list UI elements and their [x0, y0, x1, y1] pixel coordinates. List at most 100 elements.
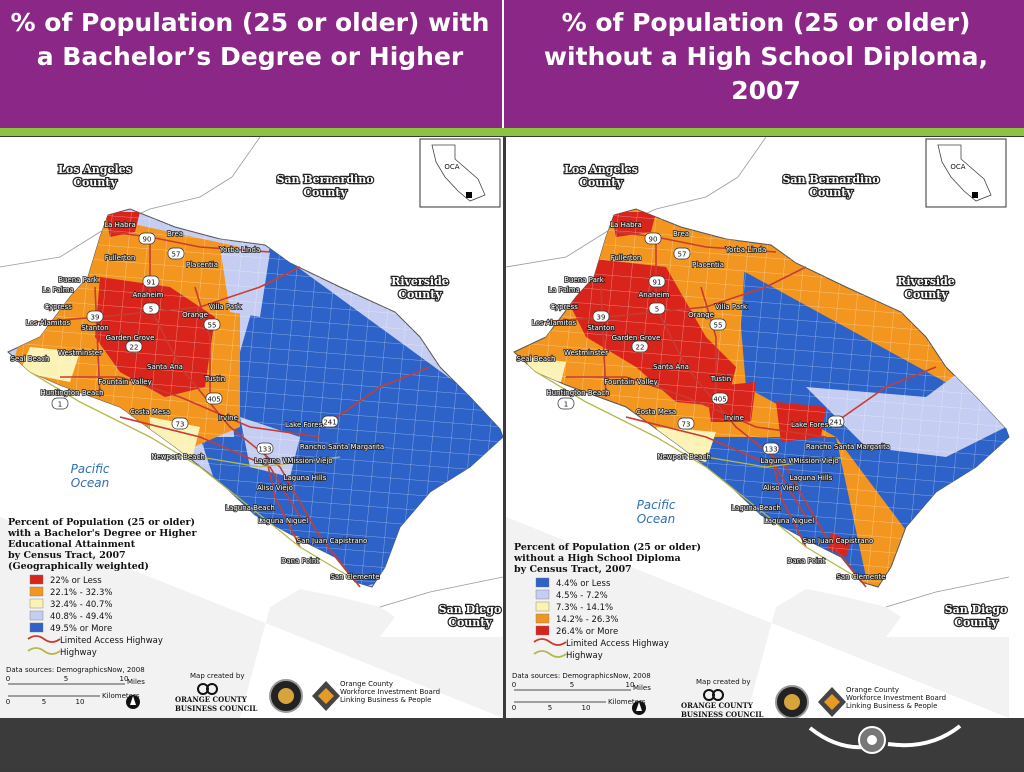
left-map-panel: La Habra Brea Fullerton Yorba Linda Placenti… — [0, 137, 503, 718]
scale-unit-label: Miles — [127, 678, 145, 686]
city-label: Costa Mesa — [130, 408, 170, 416]
legend-item: Highway — [566, 651, 603, 661]
scale-unit-label: Miles — [633, 684, 651, 692]
inset-label: OCA — [444, 163, 459, 171]
route-shield-90: 90 — [138, 232, 156, 245]
county-label-la: County — [579, 176, 623, 189]
route-shield-133: 133 — [762, 442, 780, 455]
scale-tick: 10 — [626, 681, 635, 689]
city-label: Fullerton — [611, 254, 642, 262]
california-outline — [431, 144, 486, 202]
legend-title: without a High School Diploma — [513, 553, 681, 564]
route-shield-133: 133 — [256, 442, 274, 455]
city-label: Los Alamitos — [26, 319, 71, 327]
city-label: Fullerton — [105, 254, 136, 262]
city-label: Laguna Beach — [225, 504, 275, 512]
county-label-riv: County — [398, 288, 442, 301]
county-boundary — [885, 576, 1010, 608]
route-number: 241 — [829, 419, 842, 427]
california-inset-map: OCA — [419, 138, 501, 208]
route-shield-5: 5 — [648, 302, 666, 315]
wib-name: Linking Business & People — [340, 696, 431, 704]
route-number: 73 — [176, 421, 185, 429]
limited-access-highway — [615, 231, 777, 253]
scale-tick: 0 — [6, 675, 10, 683]
city-label: Orange — [688, 311, 714, 319]
city-label: Villa Park — [209, 303, 242, 311]
city-label: San Juan Capistrano — [803, 537, 874, 545]
scale-tick: 5 — [42, 698, 46, 706]
legend-item: 4.5% - 7.2% — [556, 591, 608, 601]
ocean-label: Pacific — [71, 462, 110, 476]
limited-access-highway — [60, 376, 321, 438]
scale-unit-label: Kilometers — [102, 692, 140, 700]
legend-item: 7.3% - 14.1% — [556, 603, 613, 613]
county-label-sd: San Diego — [945, 603, 1008, 616]
city-label: Newport Beach — [151, 453, 205, 461]
legend-title: Percent of Population (25 or older) — [8, 517, 195, 528]
route-number: 133 — [258, 446, 271, 454]
city-label: Cypress — [44, 303, 72, 311]
route-number: 133 — [764, 446, 777, 454]
city-label: San Juan Capistrano — [297, 537, 368, 545]
county-label-la: Los Angeles — [564, 163, 638, 176]
route-shield-241: 241 — [321, 415, 339, 428]
route-shield-55: 55 — [203, 318, 221, 331]
legend-title: with a Bachelor's Degree or Higher — [7, 528, 197, 539]
map-no-high-school-diploma: La Habra Brea Fullerton Yorba LindaPlacenti… — [506, 137, 1024, 718]
legend-item: 22.1% - 32.3% — [50, 588, 112, 598]
legend-item: 14.2% - 26.3% — [556, 615, 618, 625]
legend-title: by Census Tract, 2007 — [8, 550, 126, 561]
city-label: Santa Ana — [147, 363, 183, 371]
map-legend: Percent of Population (25 or older)with … — [7, 517, 197, 658]
right-map-title: % of Population (25 or older) without a … — [543, 8, 989, 105]
city-label: Irvine — [218, 414, 238, 422]
city-label: Seal Beach — [517, 355, 556, 363]
city-label: Huntington Beach — [546, 389, 609, 397]
route-shield-73: 73 — [677, 417, 695, 430]
route-shield-91: 91 — [142, 275, 160, 288]
legend-highway-line — [27, 647, 61, 655]
county-boundary — [737, 137, 767, 178]
city-label: Placentia — [692, 261, 724, 269]
legend-swatch — [29, 586, 44, 597]
city-label: Laguna Beach — [731, 504, 781, 512]
curved-arrow-right-icon — [887, 724, 962, 748]
legend-title: by Census Tract, 2007 — [514, 564, 632, 575]
legend-title: Educational Attainment — [8, 539, 136, 550]
scale-tick: 0 — [6, 698, 10, 706]
legend-swatch — [535, 589, 550, 600]
route-number: 73 — [682, 421, 691, 429]
city-label: Brea — [167, 230, 183, 238]
map-legend: Percent of Population (25 or older)witho… — [513, 542, 701, 661]
route-number: 1 — [564, 401, 568, 409]
county-label-sb: County — [303, 186, 347, 199]
highway — [29, 371, 351, 578]
city-label: La Habra — [104, 221, 136, 229]
city-label: Laguna Hills — [284, 474, 327, 482]
route-number: 90 — [649, 236, 658, 244]
limited-access-highway — [600, 286, 607, 398]
ocean-label: Ocean — [637, 512, 675, 526]
route-number: 5 — [655, 306, 659, 314]
city-label: Anaheim — [638, 291, 669, 299]
county-boundary — [379, 576, 503, 608]
city-label: Fountain Valley — [98, 378, 151, 386]
city-label: Laguna Niguel — [764, 517, 814, 525]
limited-access-highway — [194, 286, 211, 397]
footer-ornament — [808, 724, 962, 754]
route-number: 39 — [597, 314, 606, 322]
county-label-la: County — [73, 176, 117, 189]
route-number: 90 — [143, 236, 152, 244]
highway — [535, 371, 857, 578]
ocean-label: Ocean — [71, 476, 109, 490]
route-number: 241 — [323, 419, 336, 427]
scale-tick: 10 — [582, 704, 591, 712]
city-label: Orange — [182, 311, 208, 319]
legend-limited-highway-line — [533, 638, 567, 646]
occ-name: BUSINESS COUNCIL — [681, 710, 763, 718]
route-shield-1: 1 — [51, 397, 69, 410]
wib-name: Orange County — [340, 680, 393, 688]
route-shield-22: 22 — [125, 340, 143, 353]
